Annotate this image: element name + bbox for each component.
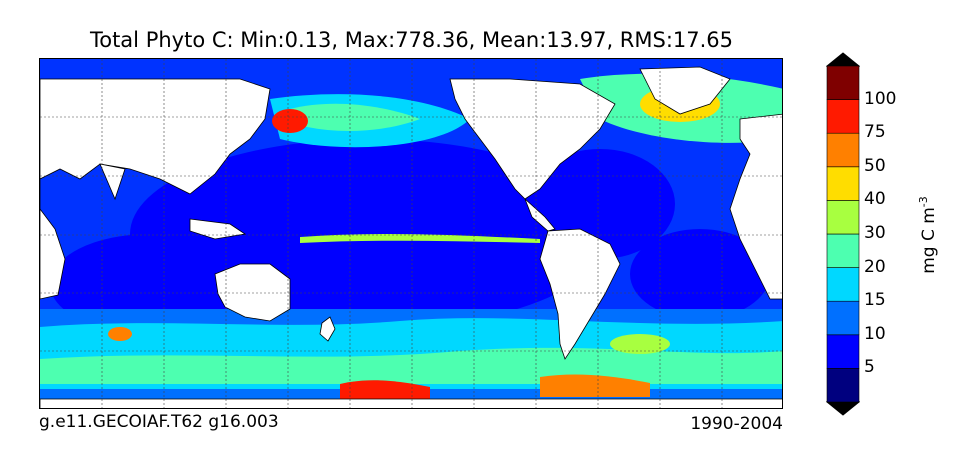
phytoplankton-carbon-map bbox=[39, 58, 783, 409]
eurasia-africa-landmass bbox=[40, 78, 271, 300]
colorbar-tick-label: 40 bbox=[864, 189, 886, 210]
colorbar-band bbox=[826, 65, 860, 100]
colorbar-band bbox=[826, 300, 860, 336]
weddell-sea-bloom bbox=[540, 374, 650, 397]
year-range-caption: 1990-2004 bbox=[690, 414, 783, 434]
colorbar-tick-label: 20 bbox=[864, 256, 886, 277]
patagonian-shelf bbox=[610, 334, 670, 354]
north-pacific-high bbox=[290, 103, 420, 131]
map-gridlines bbox=[40, 59, 782, 408]
colorbar-band bbox=[826, 368, 860, 403]
indonesia-land bbox=[189, 218, 247, 240]
run-id-caption: g.e11.GECOIAF.T62 g16.003 bbox=[39, 412, 279, 432]
colorbar-band bbox=[826, 166, 860, 201]
colorbar-extend-max bbox=[826, 52, 860, 67]
colorbar-band bbox=[826, 132, 860, 168]
north-america-land bbox=[449, 78, 616, 200]
colorbar-band bbox=[826, 233, 860, 268]
colorbar-band bbox=[826, 200, 860, 235]
south-atlantic-gyre bbox=[630, 229, 770, 319]
colorbar bbox=[826, 52, 860, 416]
sea-of-okhotsk-bloom bbox=[272, 109, 308, 133]
ross-sea-bloom bbox=[340, 380, 430, 399]
australia-land bbox=[214, 263, 291, 322]
equatorial-pacific-band bbox=[300, 233, 540, 243]
new-zealand-land bbox=[319, 316, 336, 342]
colorbar-band bbox=[826, 334, 860, 369]
colorbar-units-label: mg C m-3 bbox=[917, 196, 939, 274]
africa-europe-east-edge bbox=[729, 113, 782, 300]
india-land bbox=[99, 163, 126, 201]
south-america-land bbox=[539, 228, 621, 360]
colorbar-tick-label: 100 bbox=[864, 88, 897, 109]
map-canvas bbox=[40, 59, 782, 408]
colorbar-tick-label: 5 bbox=[864, 357, 875, 378]
colorbar-band bbox=[826, 99, 860, 134]
colorbar-tick-label: 50 bbox=[864, 155, 886, 176]
colorbar-extend-min bbox=[826, 401, 860, 416]
greenland-land bbox=[639, 66, 731, 115]
antarctic-polar-front-band bbox=[40, 347, 782, 384]
colorbar-band bbox=[826, 267, 860, 302]
colorbar-tick-label: 75 bbox=[864, 122, 886, 143]
colorbar-tick-label: 30 bbox=[864, 223, 886, 243]
colorbar-tick-label: 10 bbox=[864, 323, 886, 344]
figure-title: Total Phyto C: Min:0.13, Max:778.36, Mea… bbox=[89, 28, 734, 52]
antarctica-land bbox=[40, 398, 782, 408]
kerguelen-bloom bbox=[108, 327, 132, 341]
central-america-land bbox=[524, 198, 556, 232]
colorbar-tick-label: 15 bbox=[864, 290, 886, 311]
